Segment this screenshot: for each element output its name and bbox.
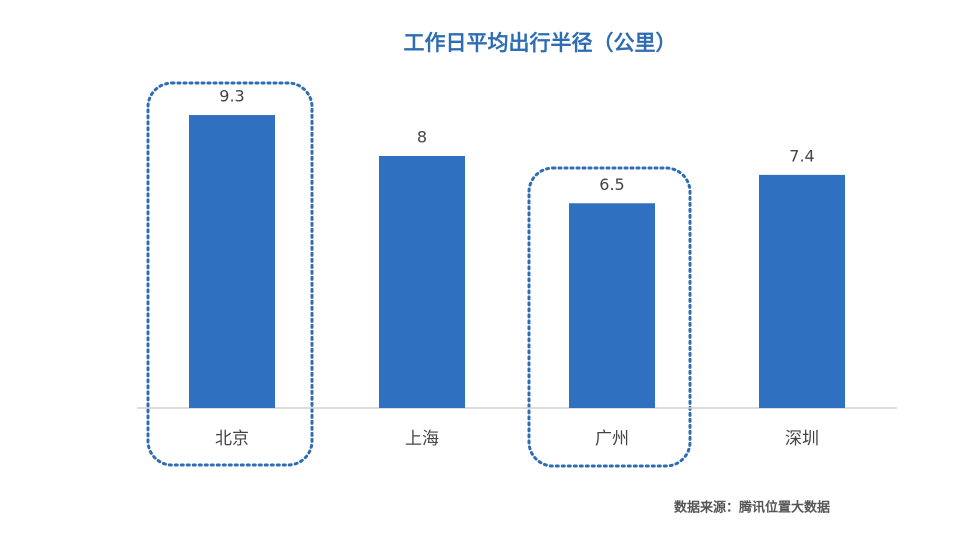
highlight-box: [146, 81, 314, 467]
x-tick-label: 上海: [405, 429, 439, 449]
chart-title: 工作日平均出行半径（公里）: [404, 31, 677, 55]
highlight-box: [527, 166, 692, 468]
x-tick-label: 北京: [215, 429, 249, 449]
source-note: 数据来源：腾讯位置大数据: [674, 500, 830, 516]
bar: [759, 174, 845, 408]
value-label: 9.3: [219, 87, 244, 106]
value-label: 7.4: [789, 146, 814, 165]
value-label: 6.5: [599, 175, 624, 194]
x-tick-label: 广州: [595, 429, 629, 449]
bar: [569, 203, 655, 408]
bar: [189, 115, 275, 409]
bar: [379, 156, 465, 408]
value-label: 8: [417, 128, 427, 147]
x-tick-label: 深圳: [785, 429, 819, 449]
